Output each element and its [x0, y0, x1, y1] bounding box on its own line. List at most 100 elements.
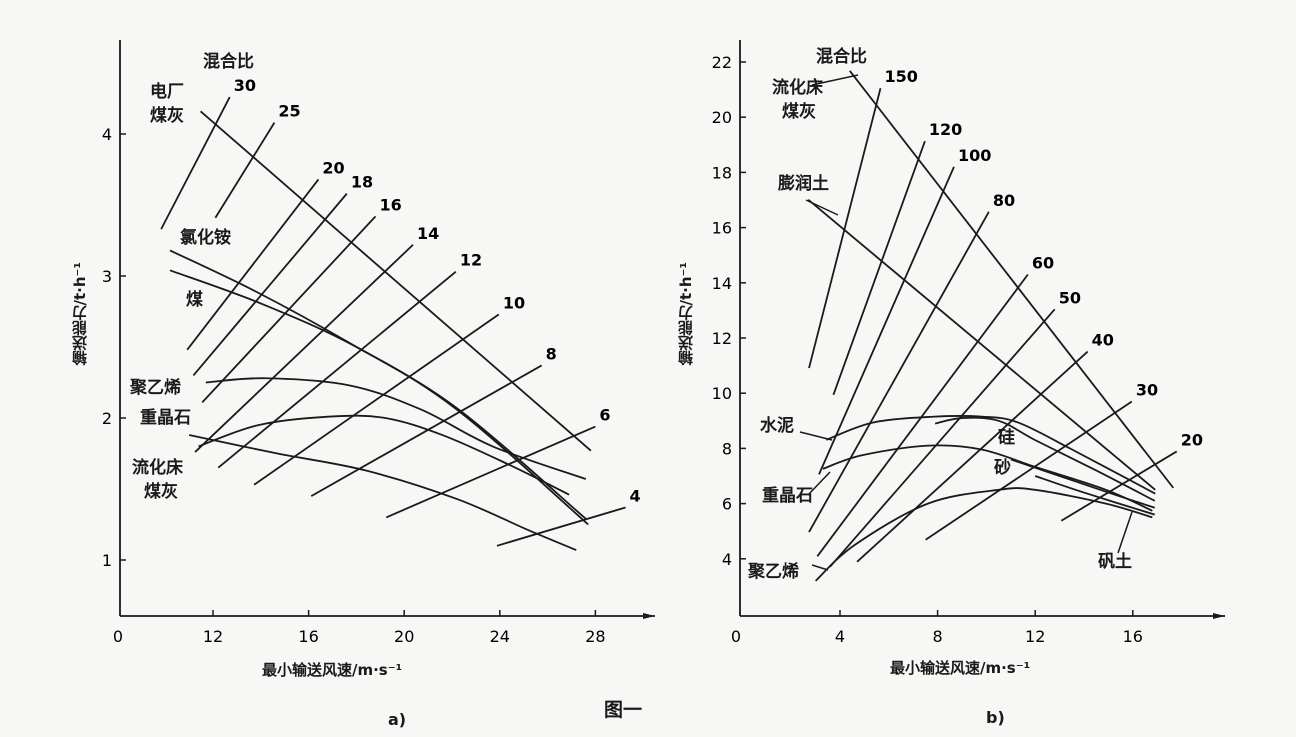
mixing-ratio-line-a-20: [186, 178, 320, 351]
mixing-ratio-label-b-20: 20: [1181, 430, 1203, 449]
y-tick-label-b: 6: [722, 495, 732, 514]
label-barite-b: 重晶石: [762, 486, 813, 506]
label-fbc-ash-b-1: 流化床: [772, 78, 823, 98]
material-curve-b-4: [822, 444, 1153, 512]
label-leader-line: [1117, 511, 1133, 554]
mixing-ratio-line-b-50: [829, 308, 1056, 568]
mixing-ratio-line-a-4: [496, 506, 626, 547]
mixing-ratio-line-a-30: [160, 96, 231, 230]
mixing-ratio-label-b-30: 30: [1136, 380, 1158, 399]
mixing-ratio-line-a-12: [217, 271, 457, 469]
y-tick-label-b: 20: [712, 108, 732, 127]
x-tick-label-a: 24: [490, 627, 510, 646]
label-cement-b: 水泥: [760, 416, 794, 436]
mixing-ratio-line-a-8: [310, 364, 543, 497]
mixing-ratio-label-b-150: 150: [885, 67, 918, 86]
mixing-ratio-label-a-20: 20: [322, 158, 344, 177]
label-coal-ash-a-1: 电厂: [150, 82, 184, 102]
label-leader-line: [807, 471, 831, 496]
label-barite-a: 重晶石: [140, 408, 191, 428]
mixing-ratio-label-b-120: 120: [929, 120, 962, 139]
x-tick-label-a: 20: [394, 627, 414, 646]
mixing-ratio-line-b-60: [816, 273, 1029, 557]
x-tick-label-a: 12: [203, 627, 223, 646]
x-tick-label-b: 16: [1123, 627, 1143, 646]
y-tick-label-b: 4: [722, 550, 732, 569]
label-fbc-ash-b-2: 煤灰: [782, 102, 816, 122]
mixing-ratio-label-b-60: 60: [1032, 254, 1054, 273]
label-ammonium-chloride-a: 氯化铵: [180, 228, 231, 248]
material-curve-a-4: [198, 414, 570, 496]
material-curve-b-2: [826, 415, 1156, 495]
mixing-ratio-line-b-120: [832, 140, 926, 396]
label-leader-line: [799, 431, 833, 441]
mixing-ratio-line-a-6: [385, 425, 596, 519]
mixing-ratio-label-b-100: 100: [958, 146, 991, 165]
label-coal-ash-a-2: 煤灰: [150, 106, 184, 126]
label-polyethylene-a: 聚乙烯: [130, 378, 181, 398]
label-coal-a: 煤: [186, 290, 203, 310]
mixing-ratio-label-a-4: 4: [630, 486, 641, 505]
mixing-ratio-line-b-80: [808, 211, 990, 533]
y-tick-label-b: 14: [712, 274, 732, 293]
mixing-ratio-line-b-100: [818, 166, 955, 475]
legend-title-a: 混合比: [203, 52, 254, 72]
panel-label-a: a): [388, 710, 407, 729]
mixing-ratio-line-b-30: [925, 400, 1133, 541]
x-tick-label-a: 16: [298, 627, 318, 646]
panel-label-b: b): [986, 708, 1005, 727]
y-tick-label-b: 8: [722, 439, 732, 458]
label-fbc-ash-a-1: 流化床: [132, 458, 183, 478]
label-fbc-ash-a-2: 煤灰: [144, 482, 178, 502]
label-silicon-b: 硅: [998, 428, 1015, 448]
y-tick-label-a: 1: [102, 551, 112, 570]
mixing-ratio-line-b-20: [1060, 450, 1178, 522]
material-curve-a-2: [169, 269, 589, 526]
y-tick-label-b: 18: [712, 163, 732, 182]
mixing-ratio-line-a-25: [214, 122, 276, 219]
label-polyethylene-b: 聚乙烯: [748, 562, 799, 582]
material-curve-b-6: [1034, 475, 1156, 516]
y-tick-label-b: 16: [712, 219, 732, 238]
material-curve-a-5: [188, 434, 577, 551]
mixing-ratio-label-b-40: 40: [1092, 331, 1114, 350]
legend-title-b: 混合比: [816, 47, 867, 67]
y-tick-label-a: 3: [102, 267, 112, 286]
material-curve-b-7: [814, 487, 1153, 582]
y-tick-label-b: 10: [712, 384, 732, 403]
material-curve-b-5: [1010, 458, 1156, 509]
mixing-ratio-label-a-30: 30: [234, 76, 256, 95]
material-curve-b-3: [934, 416, 1156, 502]
mixing-ratio-label-a-25: 25: [278, 102, 300, 121]
x-axis-arrow-b: [1213, 613, 1225, 619]
mixing-ratio-label-a-12: 12: [460, 251, 482, 270]
y-axis-label-a: 输送能力/t·h⁻¹: [71, 262, 89, 366]
mixing-ratio-line-a-18: [192, 193, 348, 376]
mixing-ratio-label-a-6: 6: [599, 406, 610, 425]
x-axis-label-b: 最小输送风速/m·s⁻¹: [890, 659, 1031, 677]
mixing-ratio-label-a-18: 18: [351, 173, 373, 192]
mixing-ratio-label-a-8: 8: [546, 344, 557, 363]
x-origin-label-b: 0: [731, 627, 741, 646]
y-tick-label-b: 12: [712, 329, 732, 348]
label-leader-line: [805, 199, 839, 216]
x-origin-label-a: 0: [113, 627, 123, 646]
y-tick-label-a: 4: [102, 125, 112, 144]
y-tick-label-a: 2: [102, 409, 112, 428]
figure-caption: 图一: [604, 699, 643, 721]
label-leader-line: [811, 564, 829, 571]
label-leader-line: [811, 74, 859, 86]
x-tick-label-b: 4: [835, 627, 845, 646]
label-alumina-b: 矾土: [1098, 552, 1132, 572]
label-sand-b: 砂: [994, 458, 1011, 478]
mixing-ratio-label-b-50: 50: [1059, 288, 1081, 307]
y-axis-label-b: 输送能力/t·h⁻¹: [677, 262, 695, 366]
x-axis-label-a: 最小输送风速/m·s⁻¹: [262, 661, 403, 679]
mixing-ratio-label-a-16: 16: [380, 195, 402, 214]
material-curve-a-0: [199, 110, 592, 452]
material-curve-b-1: [807, 199, 1156, 491]
mixing-ratio-label-a-10: 10: [503, 293, 525, 312]
mixing-ratio-line-b-40: [856, 350, 1089, 563]
y-tick-label-b: 22: [712, 53, 732, 72]
